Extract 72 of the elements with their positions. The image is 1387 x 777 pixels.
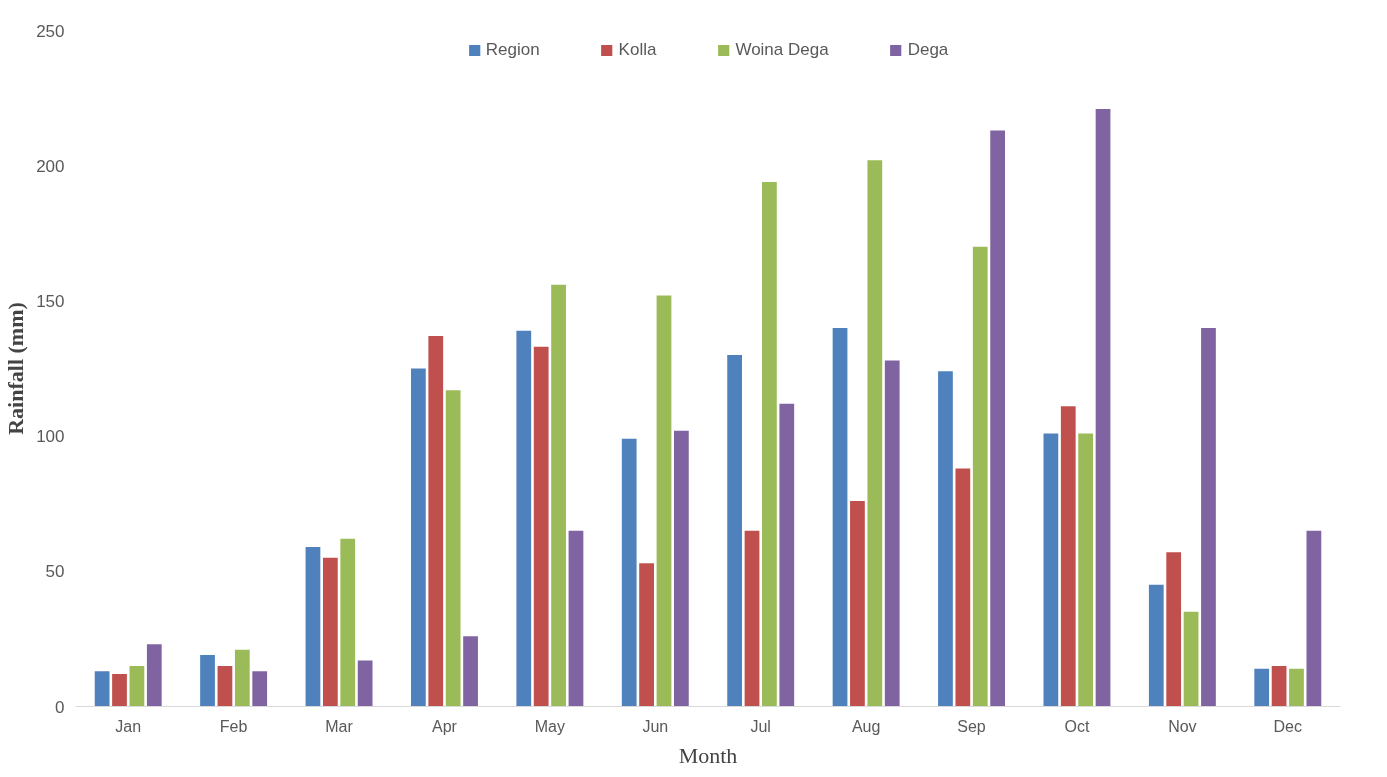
x-tick-label: Mar <box>325 717 354 735</box>
bar <box>234 649 250 707</box>
y-tick-label: 250 <box>36 21 65 41</box>
bar <box>94 671 110 707</box>
x-tick-label: Aug <box>851 717 881 735</box>
x-tick-label: Jul <box>750 717 771 735</box>
bar <box>1306 530 1322 707</box>
x-tick-label: Jun <box>642 717 669 735</box>
bar <box>551 284 566 707</box>
bar <box>884 360 900 707</box>
y-tick-label: 150 <box>36 291 65 311</box>
bar <box>762 181 777 707</box>
legend-label: Woina Dega <box>735 40 829 60</box>
x-tick-label: Sep <box>957 717 986 735</box>
bar <box>972 246 988 707</box>
x-tick-label: Oct <box>1064 717 1090 735</box>
bar <box>1254 668 1270 707</box>
bar <box>146 644 162 707</box>
y-tick-label: 0 <box>55 697 65 717</box>
bar <box>1060 406 1076 707</box>
bar <box>727 354 742 707</box>
x-tick-label: Apr <box>432 717 458 735</box>
y-tick-label: 200 <box>36 156 65 176</box>
bar <box>744 530 760 707</box>
bar <box>1271 665 1287 707</box>
bar <box>357 660 373 707</box>
legend-label: Kolla <box>618 40 657 60</box>
bar <box>217 665 233 707</box>
x-tick-label: Jan <box>115 717 142 735</box>
bar <box>463 636 478 707</box>
x-tick-label: Dec <box>1273 717 1303 735</box>
legend-label: Dega <box>907 40 949 60</box>
bar <box>200 655 215 707</box>
bar <box>1095 108 1111 707</box>
bar <box>656 295 672 707</box>
y-axis-title: Rainfall (mm) <box>3 302 29 435</box>
bar <box>252 671 268 707</box>
bar <box>867 160 883 707</box>
y-tick-label: 50 <box>45 562 65 582</box>
x-tick-label: Nov <box>1168 717 1197 735</box>
bar <box>410 368 426 707</box>
legend-label: Region <box>485 40 540 60</box>
y-tick-label: 100 <box>36 427 65 447</box>
bar <box>322 557 338 707</box>
bar <box>832 327 848 707</box>
bar <box>1166 552 1182 707</box>
bar <box>445 390 461 707</box>
x-axis-title: Month <box>678 742 738 768</box>
bar <box>1043 433 1059 707</box>
bar <box>129 665 145 707</box>
bar <box>674 430 689 707</box>
x-tick-label: Feb <box>219 717 248 735</box>
x-tick-label: May <box>534 717 565 735</box>
bar <box>340 538 356 707</box>
bar <box>779 403 795 707</box>
bar <box>955 468 971 707</box>
bar <box>1289 668 1304 707</box>
bar <box>305 546 321 707</box>
bar <box>516 330 532 707</box>
bar <box>990 130 1006 707</box>
bar <box>938 371 953 707</box>
bar <box>621 438 637 707</box>
bar <box>428 336 444 707</box>
bar <box>1201 327 1216 707</box>
bar <box>639 563 654 707</box>
bar <box>533 346 549 707</box>
bar <box>1148 584 1164 707</box>
bar <box>850 501 865 707</box>
bar <box>112 674 127 707</box>
bar <box>568 530 584 707</box>
bar <box>1183 611 1199 707</box>
bar <box>1078 433 1094 707</box>
